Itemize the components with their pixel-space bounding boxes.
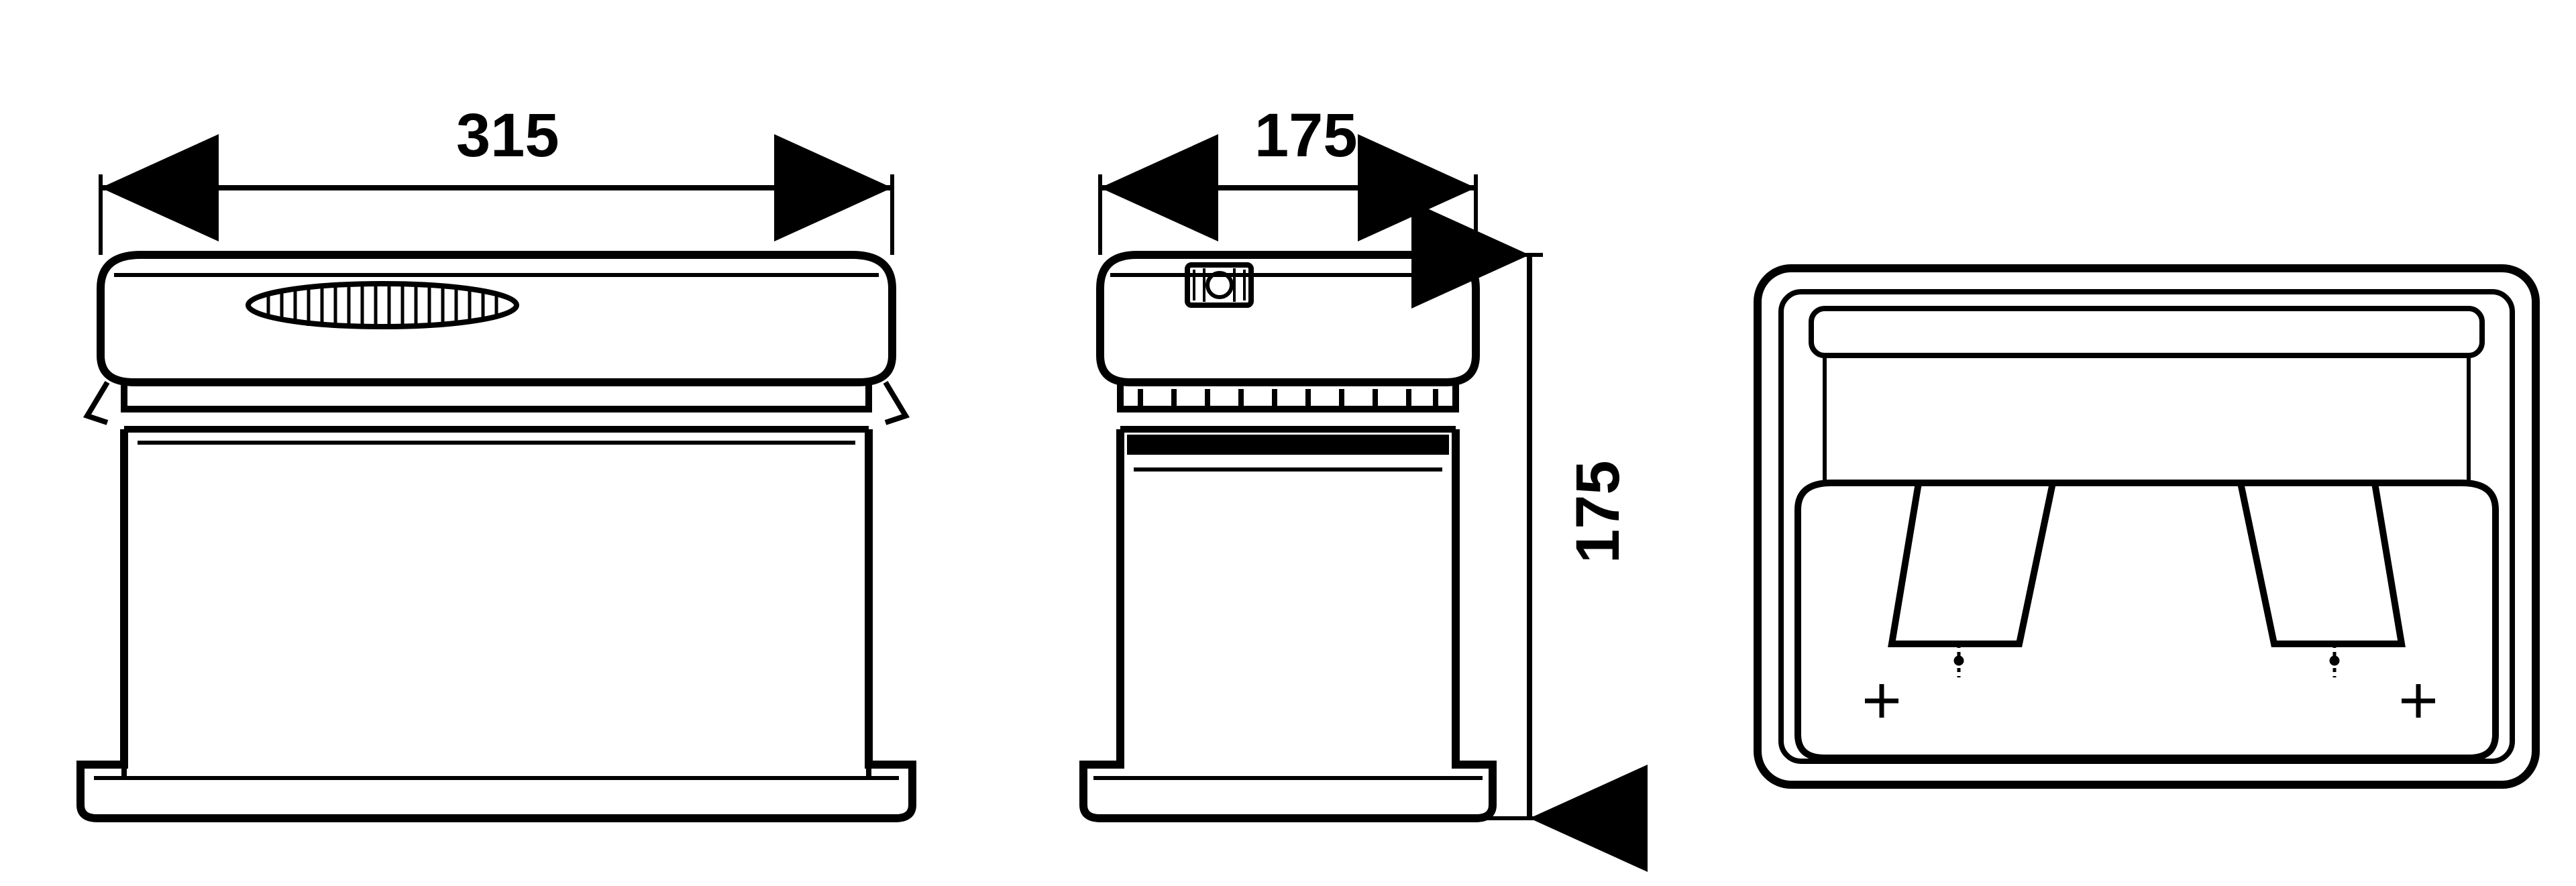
side-view — [1083, 174, 1543, 818]
dim-width-label: 175 — [1254, 101, 1358, 171]
dim-height-label: 175 — [1563, 461, 1633, 564]
top-view — [1758, 268, 2536, 785]
dim-length-label: 315 — [456, 101, 559, 171]
front-view — [80, 174, 912, 818]
technical-drawing: 315 175 175 — [0, 0, 2576, 886]
